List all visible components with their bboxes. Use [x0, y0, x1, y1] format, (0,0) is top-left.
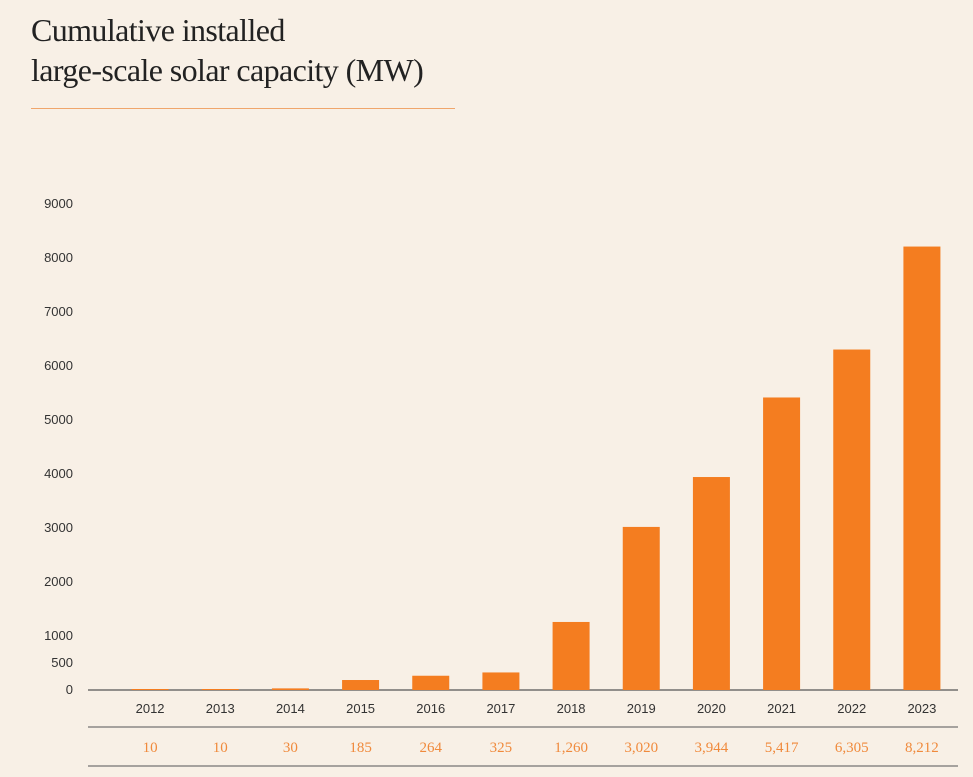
bar-2014	[271, 688, 309, 690]
x-tick-label: 2021	[767, 701, 796, 716]
y-tick-label: 0	[66, 682, 73, 697]
bar-2017	[482, 672, 520, 690]
x-tick-label: 2017	[486, 701, 515, 716]
y-tick-label: 1000	[44, 628, 73, 643]
bar-2015	[342, 680, 380, 690]
x-tick-label: 2012	[136, 701, 165, 716]
y-tick-label: 3000	[44, 520, 73, 535]
y-tick-label: 4000	[44, 466, 73, 481]
data-label: 185	[349, 740, 372, 756]
y-tick-label: 6000	[44, 358, 73, 373]
title-divider	[31, 108, 455, 109]
data-label: 3,944	[695, 740, 729, 756]
data-label: 30	[283, 740, 298, 756]
y-tick-label: 500	[51, 655, 73, 670]
y-tick-label: 8000	[44, 250, 73, 265]
bar-2019	[622, 526, 660, 690]
chart-title-line-1: Cumulative installed	[31, 12, 285, 48]
data-label: 10	[213, 740, 228, 756]
data-label: 5,417	[765, 740, 799, 756]
bar-2016	[412, 675, 450, 690]
data-label: 10	[143, 740, 158, 756]
bar-2020	[692, 477, 730, 690]
data-label: 1,260	[554, 740, 588, 756]
bar-2018	[552, 621, 590, 690]
data-label: 325	[490, 740, 513, 756]
y-tick-label: 9000	[44, 196, 73, 211]
x-tick-label: 2015	[346, 701, 375, 716]
x-tick-label: 2014	[276, 701, 305, 716]
data-label: 8,212	[905, 740, 939, 756]
data-label: 6,305	[835, 740, 869, 756]
y-tick-label: 5000	[44, 412, 73, 427]
x-tick-label: 2013	[206, 701, 235, 716]
bar-2012	[131, 689, 169, 690]
x-tick-label: 2016	[416, 701, 445, 716]
data-label: 3,020	[624, 740, 658, 756]
bar-2013	[201, 689, 239, 690]
x-tick-label: 2022	[837, 701, 866, 716]
x-tick-label: 2018	[557, 701, 586, 716]
bar-2021	[763, 397, 801, 690]
y-tick-label: 2000	[44, 574, 73, 589]
bar-2023	[903, 246, 941, 690]
bar-2022	[833, 349, 871, 690]
chart-title: Cumulative installed large-scale solar c…	[31, 10, 424, 90]
chart-title-line-2: large-scale solar capacity (MW)	[31, 52, 424, 88]
x-tick-label: 2023	[907, 701, 936, 716]
data-label: 264	[420, 740, 443, 756]
y-tick-label: 7000	[44, 304, 73, 319]
x-tick-label: 2019	[627, 701, 656, 716]
x-tick-label: 2020	[697, 701, 726, 716]
